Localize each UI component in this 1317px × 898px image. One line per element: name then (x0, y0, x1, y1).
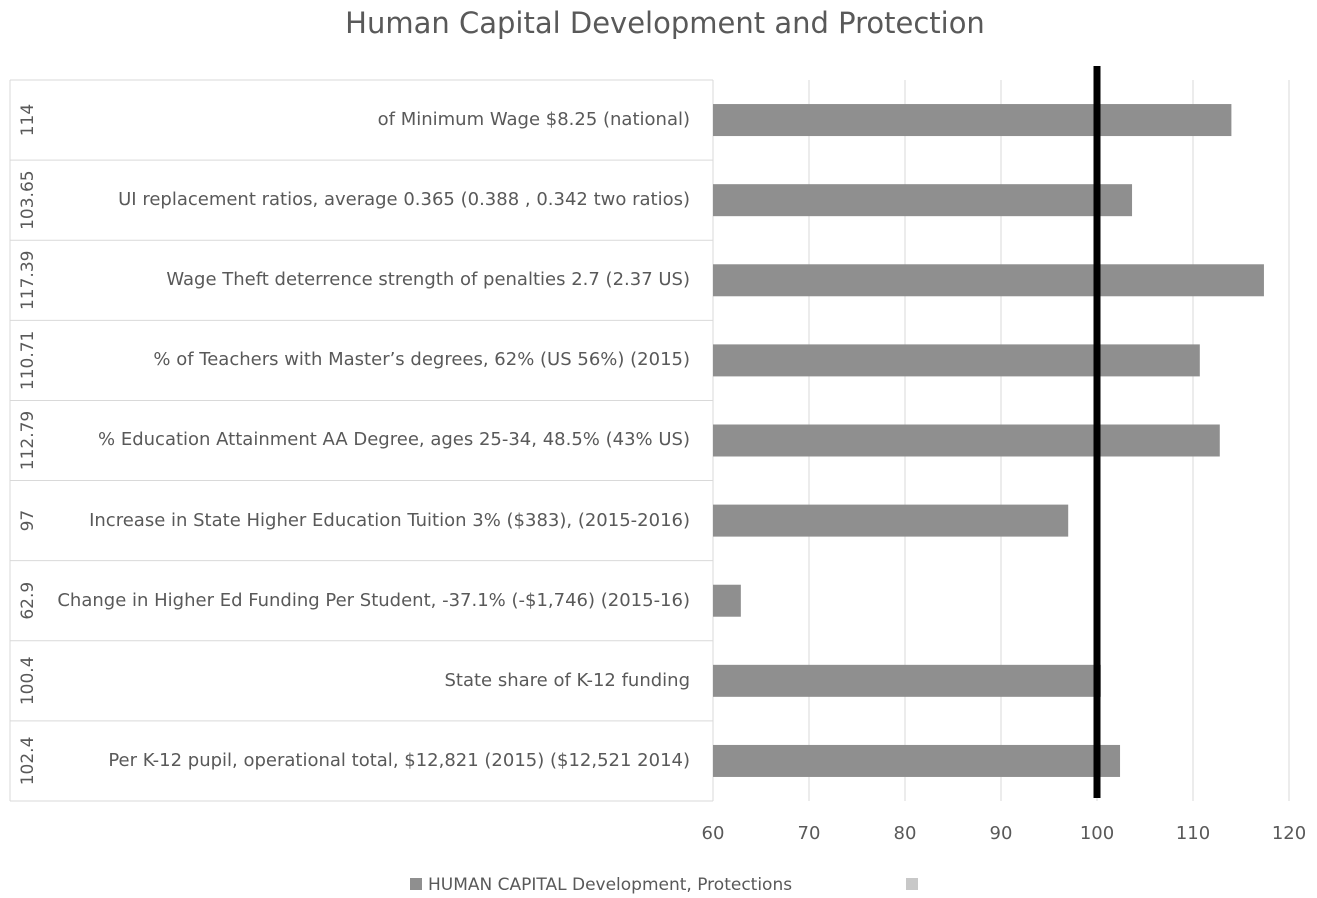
group-label: 112.79 (18, 411, 38, 470)
bar (713, 744, 1121, 777)
bar (713, 504, 1069, 537)
x-tick-label: 100 (1080, 823, 1114, 844)
category-label: State share of K-12 funding (444, 669, 690, 691)
category-label: UI replacement ratios, average 0.365 (0.… (118, 189, 690, 211)
bar (713, 264, 1264, 297)
bar (713, 184, 1133, 217)
group-label: 97 (18, 510, 38, 532)
bar (713, 664, 1101, 697)
x-tick-label: 90 (990, 823, 1013, 844)
legend-label: HUMAN CAPITAL Development, Protections (428, 875, 792, 895)
group-label: 102.4 (18, 737, 38, 786)
group-label: 114 (18, 104, 38, 136)
x-tick-label: 60 (702, 823, 725, 844)
x-tick-label: 120 (1272, 823, 1306, 844)
legend-swatch (410, 878, 422, 890)
group-label: 103.65 (18, 170, 38, 229)
bar (713, 104, 1232, 137)
category-label: Per K-12 pupil, operational total, $12,8… (108, 749, 690, 771)
category-label: Increase in State Higher Education Tuiti… (89, 509, 690, 531)
group-label: 117.39 (18, 251, 38, 310)
bar (713, 344, 1200, 377)
group-label: 100.4 (18, 656, 38, 705)
category-label: % of Teachers with Master’s degrees, 62%… (153, 349, 690, 371)
bar (713, 424, 1220, 457)
chart-title: Human Capital Development and Protection (345, 6, 985, 40)
x-tick-label: 110 (1176, 823, 1210, 844)
bar (713, 584, 741, 617)
group-label: 62.9 (18, 582, 38, 620)
x-tick-label: 80 (894, 823, 917, 844)
category-label: % Education Attainment AA Degree, ages 2… (98, 429, 690, 451)
legend-swatch (906, 878, 918, 890)
x-tick-label: 70 (798, 823, 821, 844)
category-label: of Minimum Wage $8.25 (national) (377, 109, 690, 131)
category-label: Change in Higher Ed Funding Per Student,… (57, 589, 690, 611)
category-label: Wage Theft deterrence strength of penalt… (166, 269, 690, 291)
group-label: 110.71 (18, 331, 38, 390)
